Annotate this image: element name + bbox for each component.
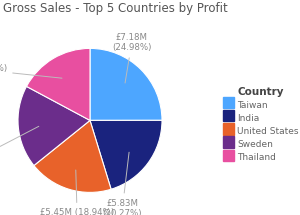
Wedge shape: [90, 120, 162, 189]
Wedge shape: [34, 120, 111, 192]
Text: Gross Sales - Top 5 Countries by Profit: Gross Sales - Top 5 Countries by Profit: [3, 2, 228, 15]
Wedge shape: [90, 48, 162, 120]
Text: £5.36...
(18.6...): £5.36... (18.6...): [0, 126, 39, 167]
Wedge shape: [26, 48, 90, 120]
Text: £5.83M
(20.27%): £5.83M (20.27%): [103, 152, 142, 215]
Text: £5.45M (18.94%): £5.45M (18.94%): [40, 170, 114, 215]
Text: £4.94M (17.17%): £4.94M (17.17%): [0, 64, 62, 78]
Wedge shape: [18, 86, 90, 166]
Legend: Taiwan, India, United States, Sweden, Thailand: Taiwan, India, United States, Sweden, Th…: [223, 87, 298, 162]
Text: £7.18M
(24.98%): £7.18M (24.98%): [112, 33, 152, 83]
